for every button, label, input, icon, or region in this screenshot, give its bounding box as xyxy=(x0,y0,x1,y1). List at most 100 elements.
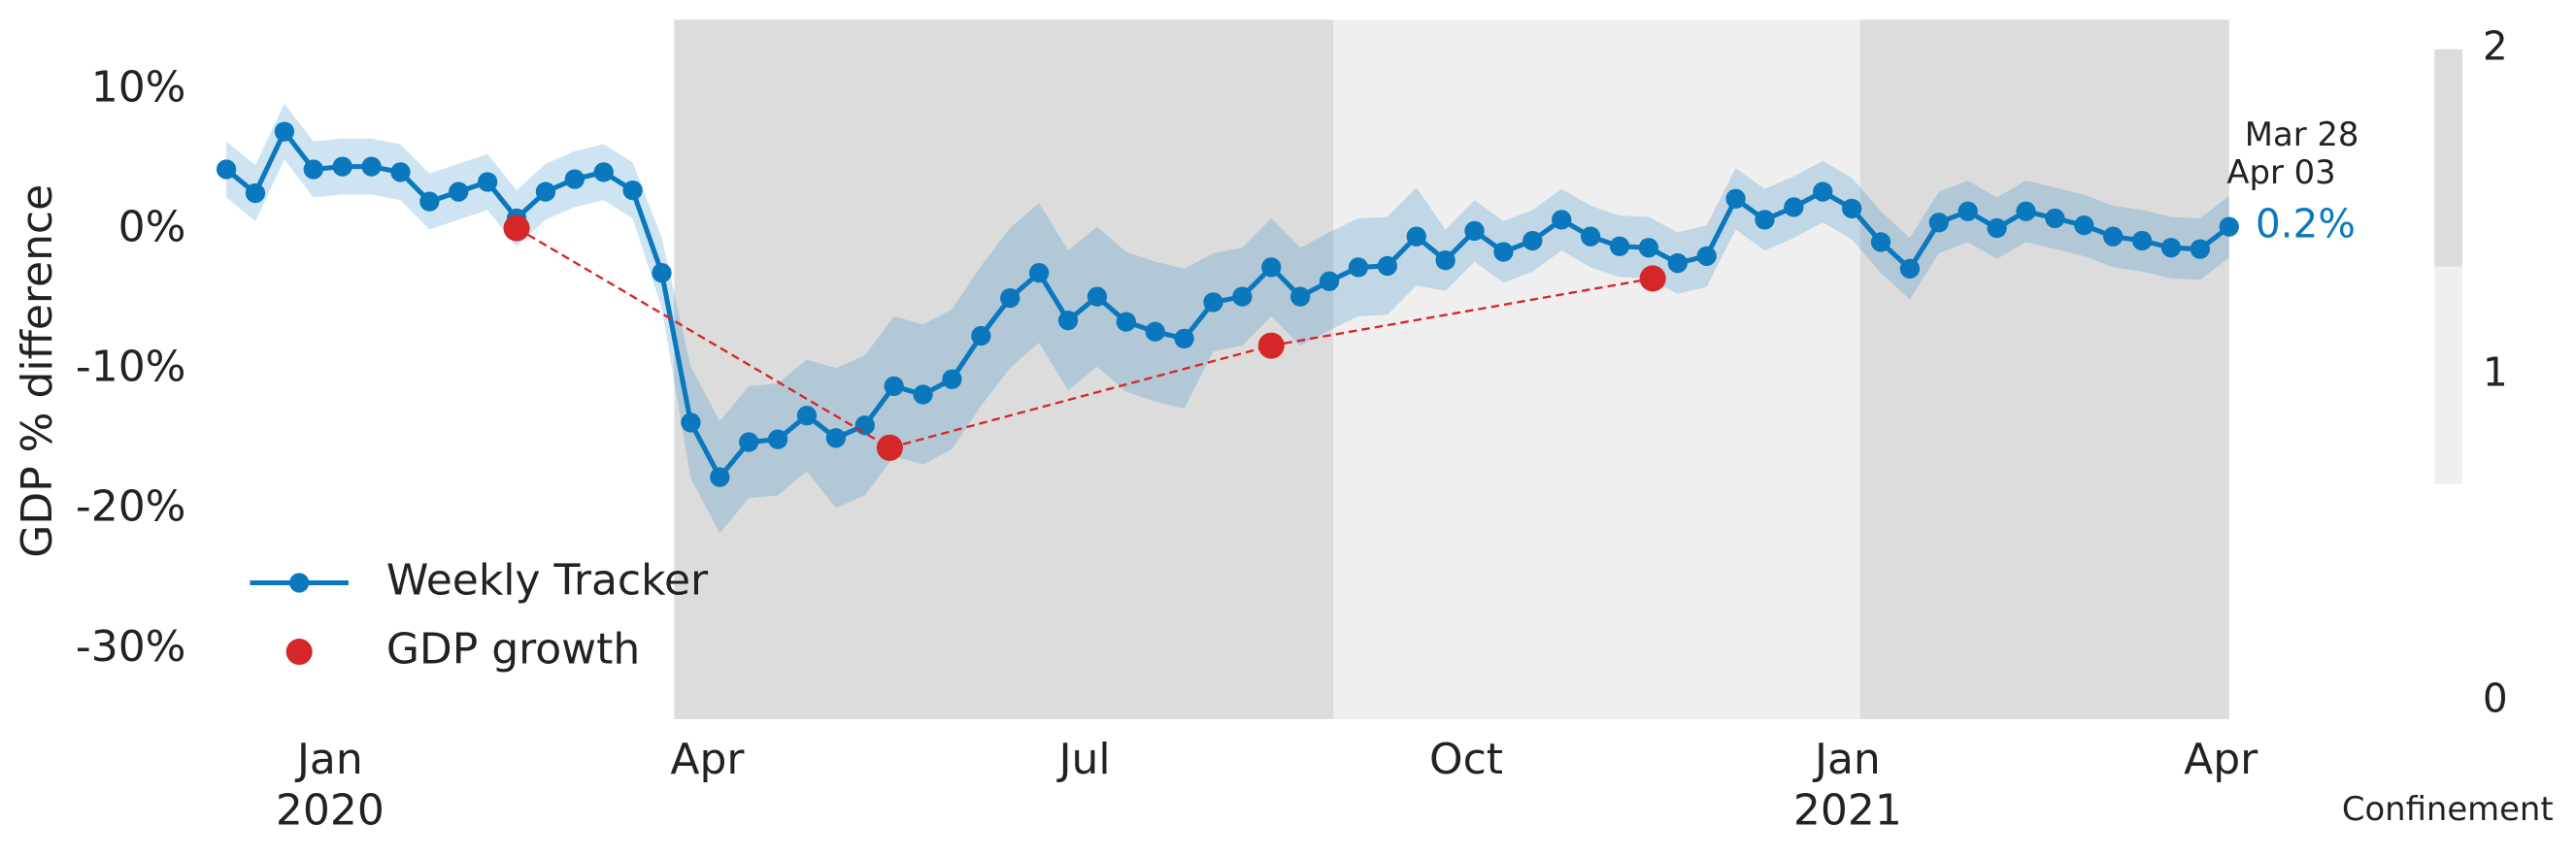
tracker-point xyxy=(2103,226,2124,247)
value-label: 0.2% xyxy=(2256,201,2356,247)
tracker-point xyxy=(1232,286,1253,307)
tracker-point xyxy=(1319,271,1340,291)
tracker-point xyxy=(796,406,818,426)
legend-label: GDP growth xyxy=(386,625,640,675)
colorbar-tick-label: 1 xyxy=(2483,349,2508,396)
tracker-point xyxy=(1696,246,1717,267)
tracker-point xyxy=(710,467,730,487)
tracker-point xyxy=(2160,238,2182,258)
gdp-point xyxy=(1639,265,1666,292)
y-tick-label: -30% xyxy=(76,622,186,672)
tracker-point xyxy=(2045,208,2065,229)
x-tick-label: Apr xyxy=(670,735,745,784)
tracker-point xyxy=(390,162,411,182)
tracker-point xyxy=(1464,220,1485,242)
x-tick-year: 2020 xyxy=(276,785,385,835)
tracker-point xyxy=(681,412,701,433)
gdp-point xyxy=(1257,332,1285,359)
tracker-point xyxy=(1638,238,1659,258)
x-tick-label: Jan xyxy=(294,735,363,784)
tracker-point xyxy=(1842,198,1862,219)
tracker-point xyxy=(622,180,643,201)
x-tick-label: Jan xyxy=(1812,735,1881,784)
tracker-point xyxy=(1290,286,1311,307)
tracker-point xyxy=(303,159,323,180)
y-tick-label: -10% xyxy=(76,343,186,392)
tracker-point xyxy=(1813,181,1833,202)
tracker-point xyxy=(767,429,788,449)
tracker-point xyxy=(1957,201,1978,221)
tracker-point xyxy=(1348,257,1369,278)
tracker-point xyxy=(2190,239,2211,259)
confinement-region xyxy=(1859,19,2229,719)
confinement-region xyxy=(1333,19,1860,719)
x-tick-label: Oct xyxy=(1429,735,1503,784)
tracker-point xyxy=(419,191,440,212)
tracker-point xyxy=(332,156,352,177)
tracker-line xyxy=(224,126,2231,482)
tracker-point xyxy=(1174,328,1194,349)
colorbar-tick-label: 0 xyxy=(2483,675,2508,721)
tracker-point xyxy=(884,376,904,397)
tracker-point xyxy=(361,156,382,177)
colorbar-label: Confinement xyxy=(2342,790,2554,828)
tracker-point xyxy=(971,325,991,346)
gdp-line xyxy=(516,227,1654,449)
tracker-point xyxy=(1000,287,1020,309)
x-tick-label: Apr xyxy=(2184,735,2258,784)
tracker-point xyxy=(1406,226,1426,247)
tracker-point xyxy=(652,263,672,283)
tracker-point xyxy=(593,162,614,182)
colorbar-segment xyxy=(2434,483,2462,702)
tracker-point xyxy=(274,121,295,142)
tracker-point xyxy=(2131,230,2153,251)
tracker-point xyxy=(825,428,847,448)
tracker-point xyxy=(1057,311,1079,331)
colorbar-tick-label: 2 xyxy=(2483,23,2508,70)
x-tick-year: 2021 xyxy=(1793,785,1902,835)
y-tick-label: 10% xyxy=(91,62,186,112)
tracker-point xyxy=(2219,216,2239,237)
tracker-point xyxy=(1725,188,1746,209)
tracker-point xyxy=(1609,236,1630,256)
y-tick-label: -20% xyxy=(76,482,186,532)
tracker-point xyxy=(1870,232,1891,252)
gdp-point xyxy=(876,434,903,461)
tracker-point xyxy=(564,169,585,189)
tracker-point xyxy=(739,432,759,452)
tracker-point xyxy=(1667,252,1688,274)
tracker-point xyxy=(1493,242,1514,262)
tracker-point xyxy=(1899,258,1921,279)
tracker-point xyxy=(942,369,962,389)
x-tick-label: Jul xyxy=(1056,735,1111,784)
colorbar-segment xyxy=(2434,49,2462,267)
gdp-point xyxy=(503,214,530,242)
y-axis-label: GDP % difference xyxy=(13,184,62,558)
tracker-point xyxy=(449,181,469,202)
tracker-point xyxy=(1203,292,1223,313)
tracker-point xyxy=(1145,321,1165,342)
tracker-point xyxy=(1755,210,1775,230)
tracker-point xyxy=(1784,197,1804,217)
tracker-point xyxy=(478,172,498,192)
tracker-point xyxy=(1261,257,1282,278)
annotation: Mar 28 xyxy=(2245,115,2359,153)
tracker-point xyxy=(216,159,237,180)
tracker-point xyxy=(535,181,556,202)
legend-marker xyxy=(285,639,313,666)
colorbar-segment xyxy=(2434,266,2462,484)
confinement-region xyxy=(674,19,1334,719)
tracker-point xyxy=(1552,210,1572,230)
tracker-point xyxy=(245,182,266,204)
tracker-point xyxy=(1987,217,2007,239)
annotation: Apr 03 xyxy=(2226,153,2335,191)
tracker-point xyxy=(1522,230,1543,251)
legend-marker xyxy=(289,573,310,593)
tracker-point xyxy=(913,384,933,405)
tracker-point xyxy=(1435,250,1455,271)
tracker-point xyxy=(854,415,875,436)
tracker-point xyxy=(1377,255,1398,277)
tracker-point xyxy=(1087,286,1108,307)
tracker-point xyxy=(1580,226,1601,247)
